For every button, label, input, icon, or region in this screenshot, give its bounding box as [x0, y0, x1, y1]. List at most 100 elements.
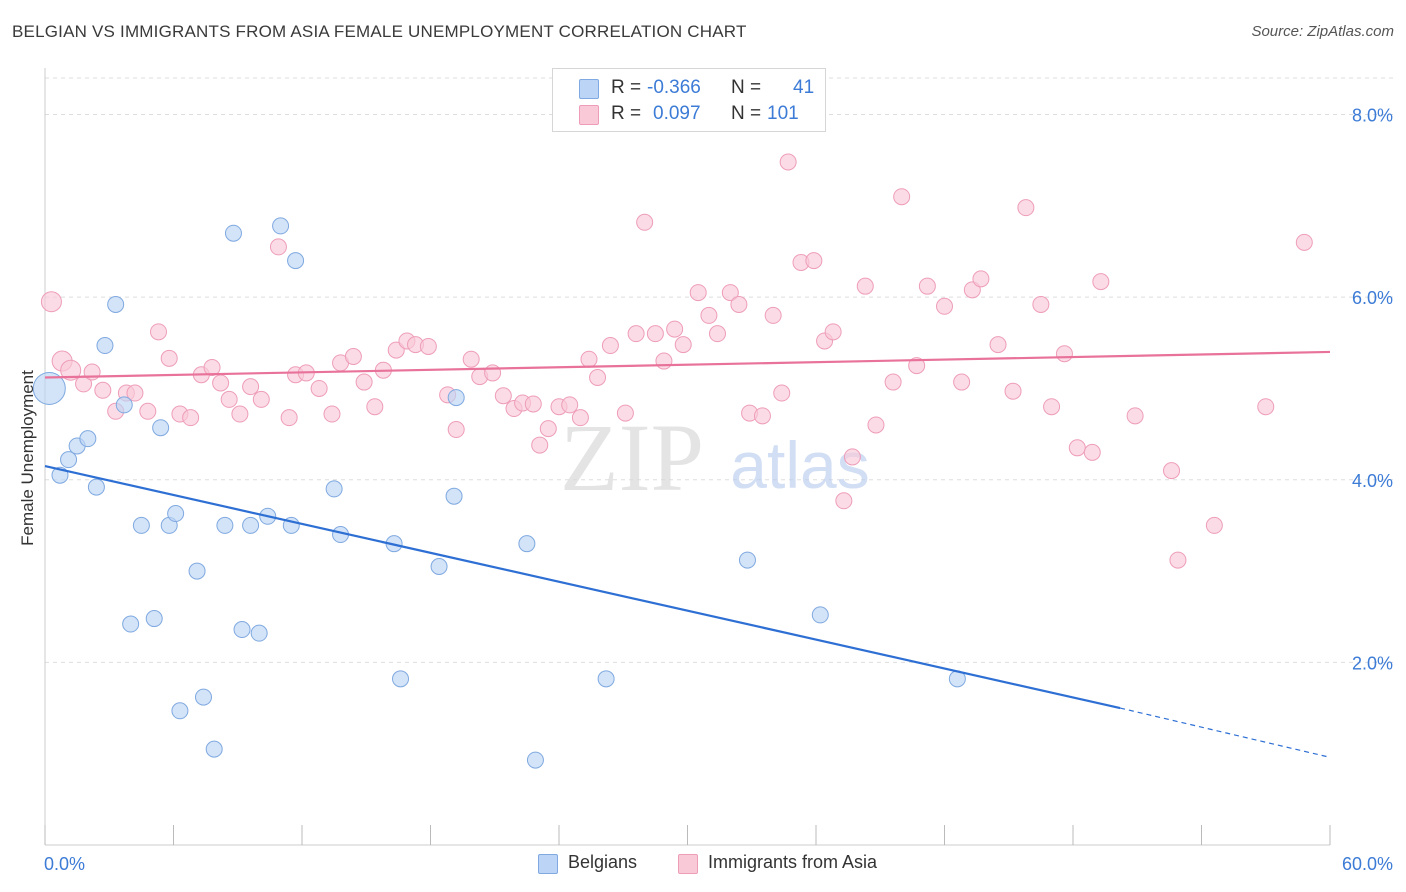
- point-immigrants-from-asia: [753, 407, 771, 425]
- point-belgians: [738, 551, 756, 569]
- point-immigrants-from-asia: [126, 384, 144, 402]
- point-immigrants-from-asia: [447, 421, 465, 439]
- point-immigrants-from-asia: [655, 352, 673, 370]
- point-immigrants-from-asia: [666, 320, 684, 338]
- point-immigrants-from-asia: [462, 350, 480, 368]
- point-immigrants-from-asia: [708, 325, 726, 343]
- point-immigrants-from-asia: [908, 357, 926, 375]
- point-immigrants-from-asia: [1126, 407, 1144, 425]
- point-immigrants-from-asia: [918, 277, 936, 295]
- legend-swatch-pink: [678, 854, 698, 874]
- axes: [44, 68, 1331, 846]
- source-credit: Source: ZipAtlas.com: [1251, 23, 1394, 40]
- point-immigrants-from-asia: [580, 350, 598, 368]
- point-belgians: [132, 516, 150, 534]
- point-immigrants-from-asia: [843, 448, 861, 466]
- y-tick-label: 8.0%: [1352, 106, 1393, 126]
- trend-line-belgians-extension: [1119, 707, 1331, 758]
- point-belgians: [79, 430, 97, 448]
- legend-r-label: R =: [611, 77, 642, 98]
- point-immigrants-from-asia: [1295, 233, 1313, 251]
- y-axis-label: Female Unemployment: [18, 370, 37, 546]
- point-immigrants-from-asia: [824, 323, 842, 341]
- legend-label-immigrants-from-asia: Immigrants from Asia: [708, 852, 878, 872]
- point-immigrants-from-asia: [867, 416, 885, 434]
- point-belgians: [447, 389, 465, 407]
- point-belgians: [272, 217, 290, 235]
- point-belgians: [107, 295, 125, 313]
- y-tick-label: 6.0%: [1352, 288, 1393, 308]
- series-immigrants-from-asia: [40, 153, 1313, 569]
- point-belgians: [518, 535, 536, 553]
- point-immigrants-from-asia: [212, 374, 230, 392]
- point-belgians: [526, 751, 544, 769]
- legend-swatch-blue: [538, 854, 558, 874]
- point-immigrants-from-asia: [1055, 345, 1073, 363]
- point-belgians: [115, 396, 133, 414]
- point-immigrants-from-asia: [779, 153, 797, 171]
- point-belgians: [145, 610, 163, 628]
- point-immigrants-from-asia: [589, 368, 607, 386]
- point-immigrants-from-asia: [1068, 439, 1086, 457]
- point-immigrants-from-asia: [627, 325, 645, 343]
- point-immigrants-from-asia: [1004, 382, 1022, 400]
- legend-swatch-blue: [579, 79, 599, 99]
- point-immigrants-from-asia: [601, 337, 619, 355]
- point-belgians: [32, 371, 66, 405]
- legend-row-belgians: R = -0.366 N = 41: [553, 75, 825, 101]
- point-immigrants-from-asia: [773, 384, 791, 402]
- tick-labels: 2.0% 4.0% 6.0% 8.0% 0.0% 60.0%: [44, 106, 1393, 874]
- point-immigrants-from-asia: [636, 213, 654, 231]
- point-immigrants-from-asia: [1163, 462, 1181, 480]
- x-tick-label-start: 0.0%: [44, 854, 85, 874]
- point-immigrants-from-asia: [989, 336, 1007, 354]
- point-immigrants-from-asia: [280, 409, 298, 427]
- point-immigrants-from-asia: [1043, 398, 1061, 416]
- point-immigrants-from-asia: [1205, 516, 1223, 534]
- legend-row-asia: R = 0.097 N = 101: [553, 101, 825, 127]
- point-immigrants-from-asia: [203, 358, 221, 376]
- chart-title: BELGIAN VS IMMIGRANTS FROM ASIA FEMALE U…: [12, 22, 747, 41]
- x-tick-label-end: 60.0%: [1342, 854, 1393, 874]
- point-belgians: [60, 451, 78, 469]
- point-immigrants-from-asia: [40, 291, 62, 313]
- point-immigrants-from-asia: [936, 297, 953, 315]
- legend-n-value: 41: [793, 77, 815, 98]
- point-belgians: [597, 670, 615, 688]
- legend-r-value: -0.366: [647, 77, 701, 98]
- point-belgians: [325, 480, 343, 498]
- point-belgians: [194, 688, 212, 706]
- point-immigrants-from-asia: [419, 337, 437, 355]
- legend-n-value: 101: [767, 103, 799, 124]
- point-immigrants-from-asia: [805, 252, 823, 270]
- point-immigrants-from-asia: [764, 306, 782, 324]
- point-immigrants-from-asia: [150, 323, 168, 341]
- series-legend: Belgians Immigrants from Asia: [0, 852, 1406, 878]
- point-immigrants-from-asia: [1257, 398, 1275, 416]
- point-immigrants-from-asia: [531, 436, 549, 454]
- point-immigrants-from-asia: [355, 373, 373, 391]
- point-belgians: [152, 419, 170, 437]
- series-belgians: [32, 217, 966, 769]
- legend-n-label: N =: [731, 103, 762, 124]
- point-belgians: [224, 224, 242, 242]
- point-belgians: [250, 624, 268, 642]
- point-belgians: [445, 487, 463, 505]
- point-belgians: [430, 558, 448, 576]
- point-immigrants-from-asia: [1017, 199, 1035, 217]
- point-immigrants-from-asia: [571, 409, 589, 427]
- point-immigrants-from-asia: [561, 396, 579, 414]
- point-immigrants-from-asia: [231, 405, 249, 423]
- point-immigrants-from-asia: [310, 379, 328, 397]
- legend-r-value: 0.097: [653, 103, 701, 124]
- point-immigrants-from-asia: [220, 390, 238, 408]
- correlation-legend: R = -0.366 N = 41 R = 0.097 N = 101: [552, 68, 826, 132]
- point-immigrants-from-asia: [1083, 443, 1101, 461]
- point-immigrants-from-asia: [700, 306, 718, 324]
- legend-label-belgians: Belgians: [568, 852, 638, 872]
- trend-lines: [44, 350, 1331, 758]
- point-belgians: [242, 516, 260, 534]
- point-belgians: [96, 337, 114, 355]
- point-immigrants-from-asia: [730, 295, 748, 313]
- point-immigrants-from-asia: [524, 395, 542, 413]
